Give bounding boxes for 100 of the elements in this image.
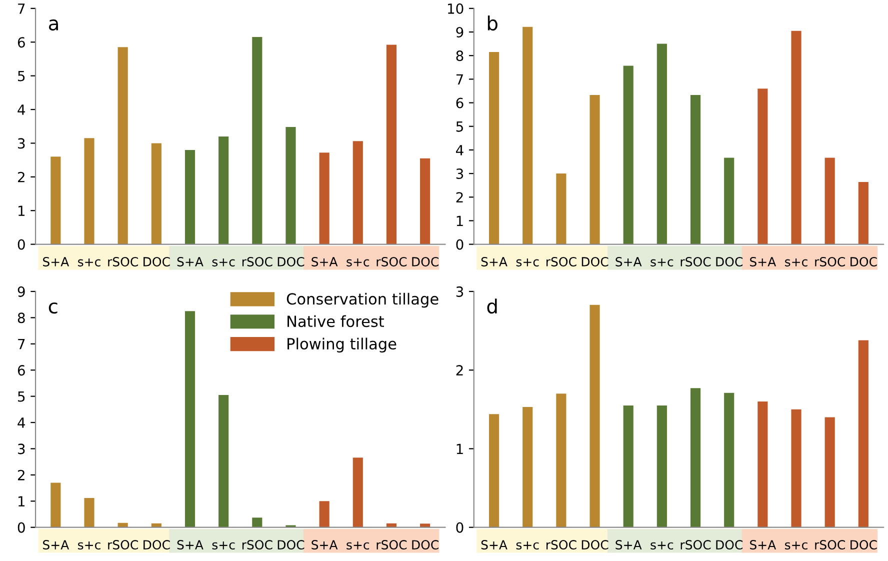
annotation: b — [488, 16, 498, 31]
annotation: a — [48, 19, 58, 31]
y-tick-label: 3 — [456, 168, 464, 179]
bar — [590, 304, 600, 528]
bar — [184, 150, 196, 244]
bar — [184, 311, 196, 528]
y-tick-label: 4 — [18, 418, 26, 428]
y-tick-label: 0 — [456, 239, 464, 250]
y-tick-label: 8 — [456, 50, 464, 62]
x-tick-label: rSOC — [680, 257, 711, 266]
bar — [420, 158, 430, 244]
x-tick-label: DOC — [850, 540, 877, 550]
x-tick-label: rSOC — [108, 540, 138, 550]
bar — [84, 138, 94, 244]
y-tick-label: 3 — [456, 286, 464, 297]
bar — [84, 498, 94, 528]
y-tick-label: 1 — [18, 206, 25, 216]
y-tick-label: 0 — [18, 522, 25, 533]
x-tick-label: S+A — [481, 540, 508, 550]
bar — [352, 141, 363, 244]
x-tick-label: rSOC — [546, 540, 576, 550]
x-tick-label: rSOC — [242, 540, 272, 550]
x-tick-label: s+c — [346, 258, 370, 266]
x-tick-label: s+c — [212, 542, 235, 550]
y-tick-label: 6 — [18, 365, 25, 376]
bar — [690, 388, 701, 528]
bar — [488, 414, 500, 528]
y-tick-label: 5 — [18, 391, 25, 402]
y-tick-label: 3 — [18, 444, 25, 454]
x-tick-label: DOC — [850, 257, 877, 266]
y-tick-label: 2 — [456, 365, 463, 376]
x-tick-label: s+c — [78, 542, 100, 550]
y-tick-label: 4 — [18, 104, 26, 115]
x-tick-label: DOC — [412, 257, 438, 266]
y-tick-label: 7 — [456, 74, 463, 84]
x-tick-label: DOC — [144, 257, 170, 266]
x-tick-label: s+c — [650, 542, 674, 550]
y-tick-label: 2 — [18, 470, 24, 480]
x-tick-label: S+A — [43, 540, 70, 550]
x-tick-label: S+A — [177, 257, 204, 266]
bar — [556, 174, 566, 244]
y-tick-label: 0 — [456, 522, 464, 533]
bar — [656, 44, 667, 244]
y-tick-label: 1 — [456, 444, 463, 454]
bar — [724, 392, 734, 528]
x-tick-label: rSOC — [376, 257, 407, 266]
x-tick-label: s+c — [516, 258, 539, 266]
y-tick-label: 4 — [456, 145, 464, 156]
x-tick-label: DOC — [582, 540, 608, 550]
y-tick-label: 1 — [456, 216, 463, 226]
bar — [386, 44, 397, 244]
bar — [690, 94, 701, 244]
x-tick-label: S+A — [616, 257, 642, 266]
x-tick-label: rSOC — [815, 257, 845, 266]
y-tick-label: 7 — [18, 4, 25, 14]
legend-label: Conservation tillage — [286, 292, 438, 308]
x-tick-label: S+A — [177, 540, 204, 550]
y-tick-label: 0 — [18, 239, 25, 250]
x-tick-label: s+c — [650, 258, 674, 266]
bar — [522, 26, 533, 244]
x-tick-label: S+A — [312, 257, 338, 266]
bar — [420, 524, 430, 528]
y-tick-label: 6 — [18, 37, 25, 48]
x-tick-label: DOC — [582, 257, 608, 266]
x-tick-label: DOC — [716, 540, 743, 550]
x-tick-label: s+c — [516, 542, 539, 550]
x-tick-label: DOC — [412, 540, 438, 550]
x-tick-label: s+c — [785, 542, 808, 550]
y-tick-label: 10 — [448, 3, 464, 14]
bar — [824, 158, 835, 244]
x-tick-label: DOC — [144, 540, 170, 550]
y-tick-label: 5 — [456, 122, 463, 132]
bar — [623, 66, 634, 244]
bar — [252, 518, 262, 528]
y-tick-label: 3 — [18, 138, 25, 149]
bar — [656, 405, 667, 528]
y-tick-label: 2 — [18, 172, 24, 182]
annotation: c — [48, 302, 58, 314]
bar — [724, 158, 734, 244]
x-tick-label: s+c — [785, 258, 808, 266]
y-tick-label: 8 — [18, 312, 25, 324]
y-tick-label: 5 — [18, 70, 25, 82]
bar — [352, 458, 363, 528]
bar — [319, 152, 330, 244]
bar — [522, 407, 533, 528]
bar — [218, 136, 229, 244]
x-tick-label: rSOC — [680, 540, 711, 550]
bar — [556, 394, 566, 528]
x-tick-label: s+c — [78, 258, 100, 266]
x-tick-label: S+A — [750, 540, 776, 550]
x-tick-label: S+A — [43, 257, 70, 266]
annotation: d — [487, 298, 497, 314]
bar — [50, 156, 61, 244]
x-tick-label: rSOC — [242, 257, 272, 266]
x-tick-label: s+c — [346, 542, 370, 550]
bar — [488, 52, 500, 244]
x-tick-label: S+A — [312, 540, 338, 550]
x-tick-label: S+A — [750, 257, 776, 266]
bar — [758, 402, 768, 528]
bar — [824, 417, 835, 528]
